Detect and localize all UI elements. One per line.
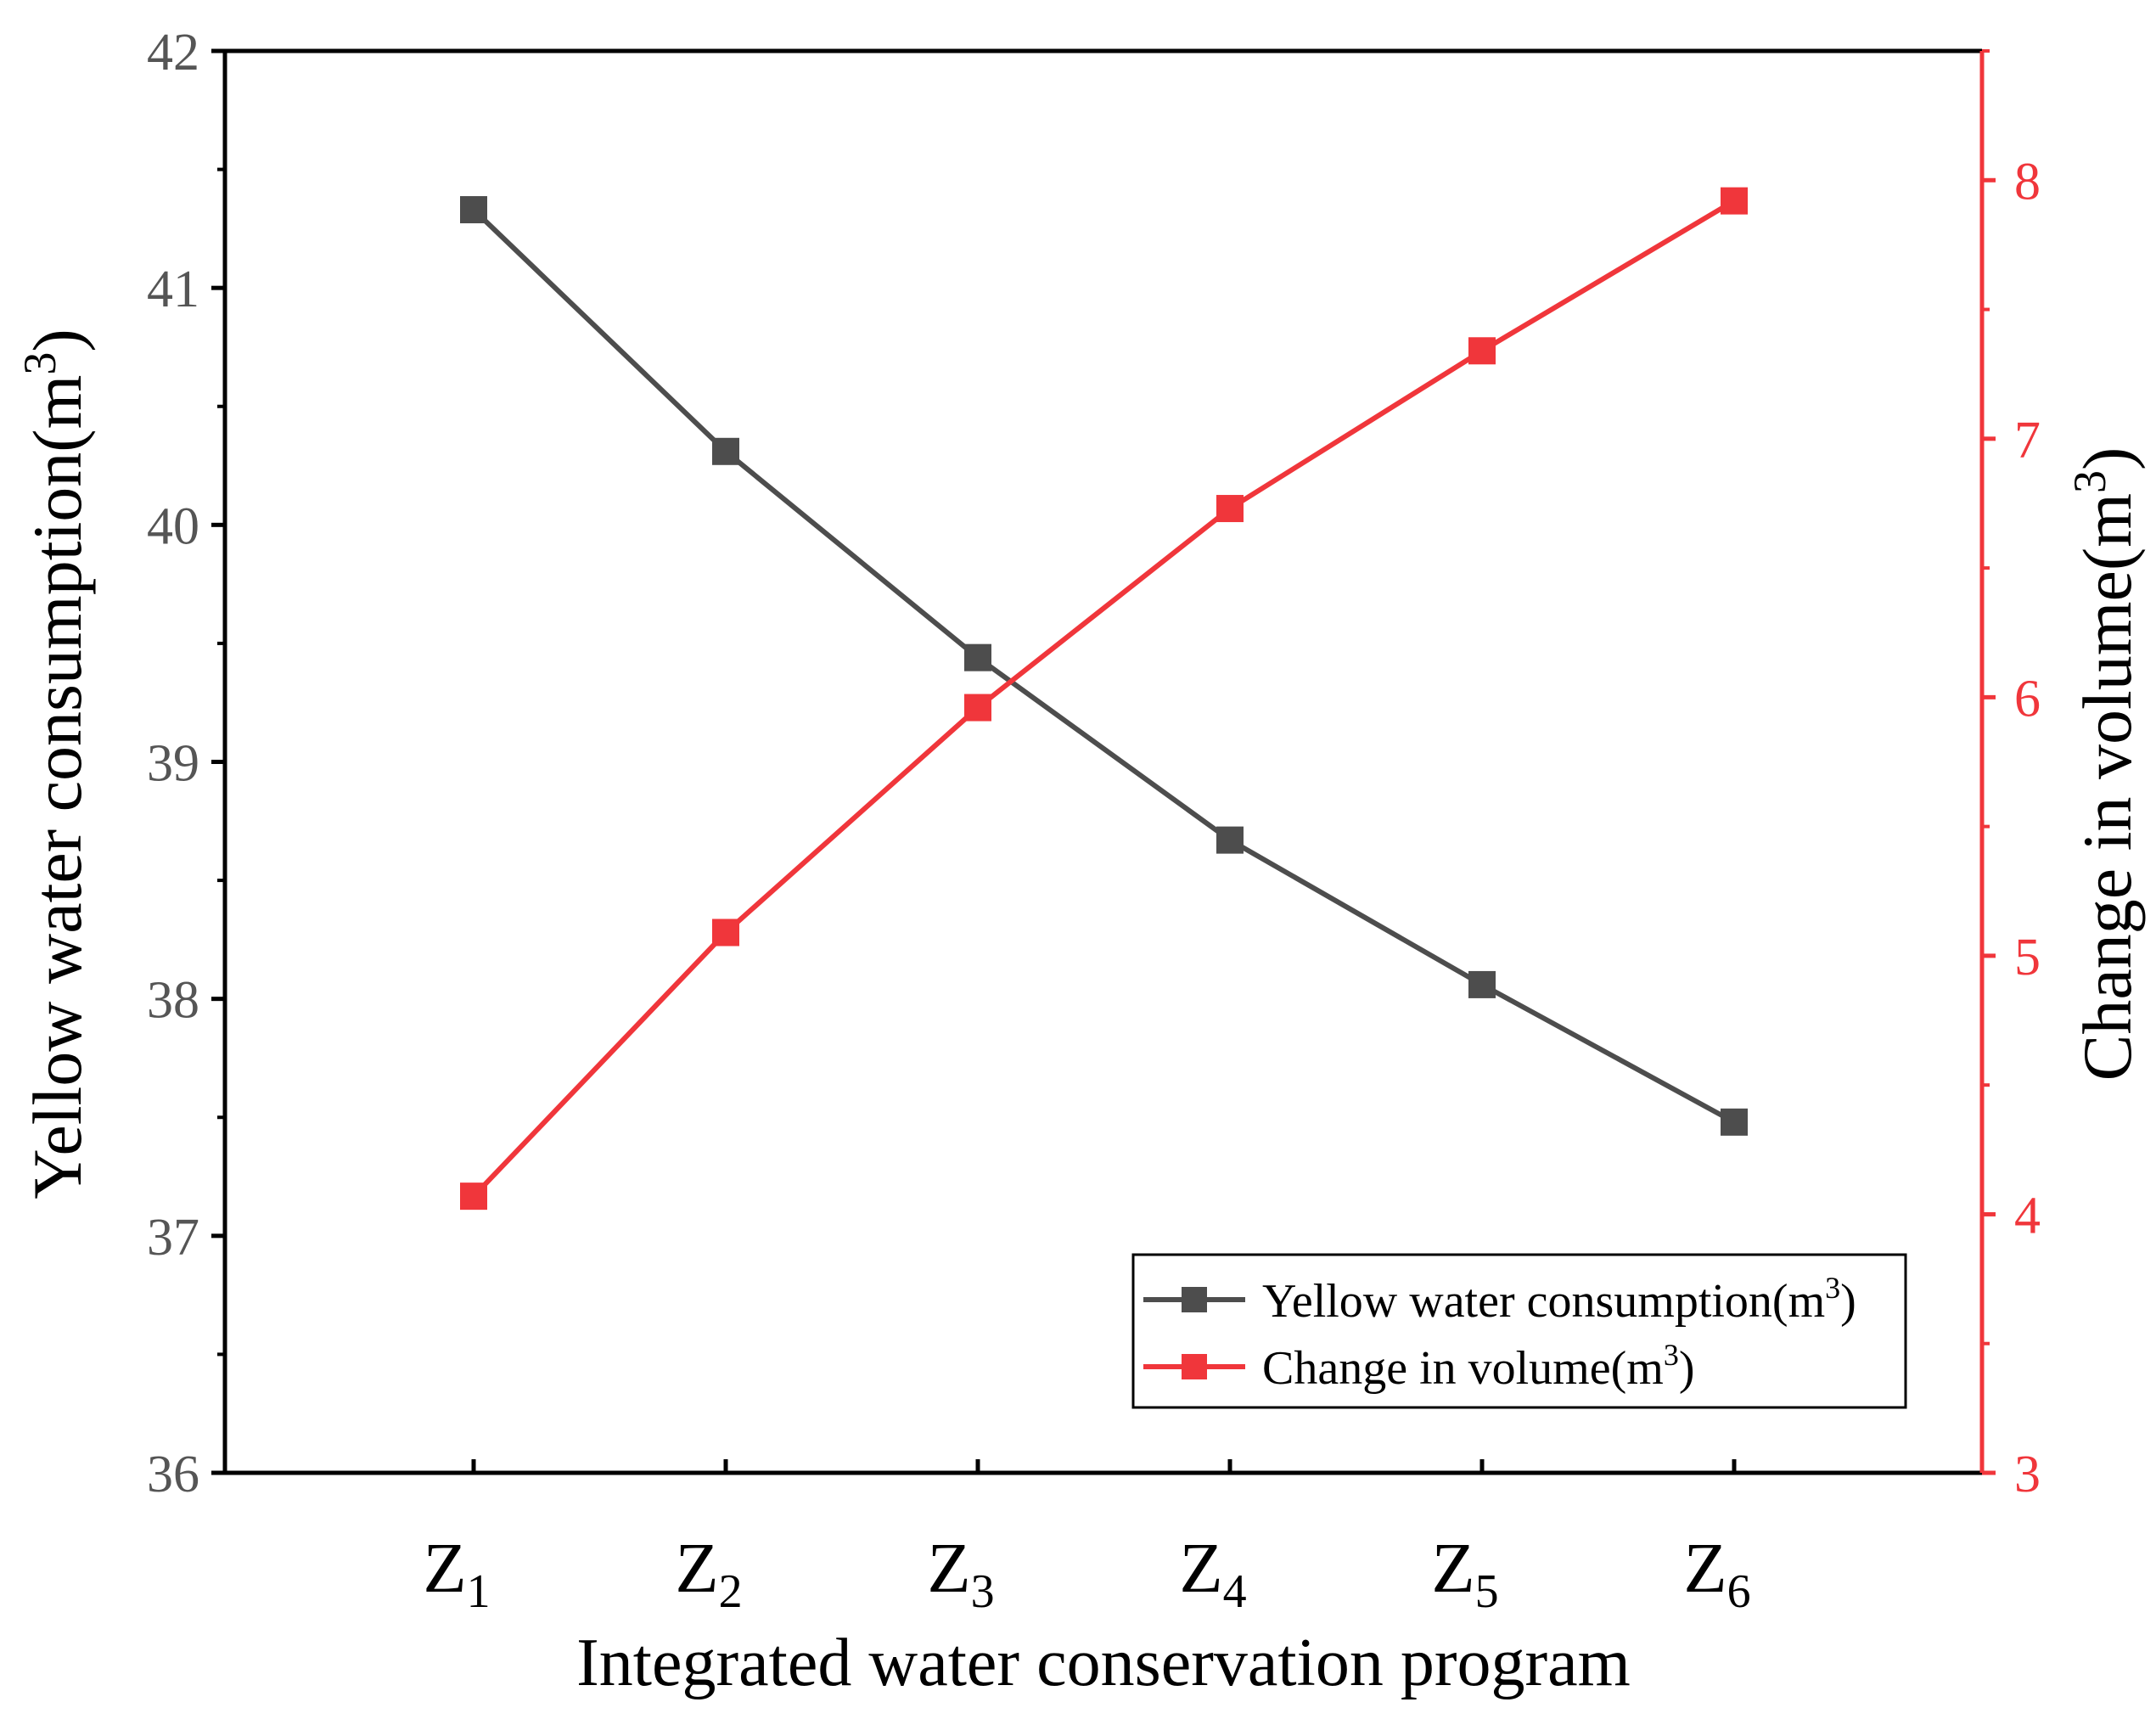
series-1-point xyxy=(964,643,991,671)
y-left-tick-label: 40 xyxy=(147,497,199,555)
y-left-tick-label: 41 xyxy=(147,261,199,318)
y-left-axis-title-text: Yellow water consumption(m xyxy=(19,375,96,1199)
x-tick-label: Z2 xyxy=(675,1529,742,1618)
series-1-point xyxy=(1721,1108,1748,1136)
series-2-point xyxy=(964,694,991,722)
legend-marker-1 xyxy=(1182,1287,1207,1312)
x-tick-label-base: Z xyxy=(1179,1529,1222,1608)
legend-label-2: Change in volume(m3) xyxy=(1262,1338,1694,1395)
series-2-point xyxy=(1468,337,1496,365)
x-tick-label-subscript: 3 xyxy=(971,1565,995,1618)
x-tick-label: Z1 xyxy=(423,1529,490,1618)
y-right-axis-title-sup: 3 xyxy=(2064,470,2115,493)
series-1-point xyxy=(460,196,487,224)
legend-label-text: Change in volume(m xyxy=(1262,1342,1664,1395)
series-2-point xyxy=(1216,495,1244,523)
y-left-axis-title: Yellow water consumption(m3) xyxy=(14,329,96,1199)
series-2-point xyxy=(460,1183,487,1211)
x-tick-label-base: Z xyxy=(675,1529,718,1608)
legend-label-end: ) xyxy=(1679,1342,1695,1395)
x-tick-label-subscript: 5 xyxy=(1475,1565,1499,1618)
legend-label-sup: 3 xyxy=(1825,1271,1840,1305)
series-1-point xyxy=(1468,970,1496,998)
y-left-tick-label: 36 xyxy=(147,1446,199,1503)
legend-label-text: Yellow water consumption(m xyxy=(1262,1275,1825,1328)
y-left-tick-label: 39 xyxy=(147,735,199,793)
y-left-tick-label: 42 xyxy=(147,24,199,81)
x-tick-label-base: Z xyxy=(927,1529,970,1608)
x-tick-label: Z3 xyxy=(927,1529,994,1618)
y-right-axis-title-end: ) xyxy=(2069,447,2146,470)
y-right-axis-title-text: Change in volume(m xyxy=(2069,493,2146,1081)
x-tick-label-subscript: 1 xyxy=(467,1565,491,1618)
legend-label-end: ) xyxy=(1840,1275,1856,1328)
x-tick-label: Z4 xyxy=(1179,1529,1246,1618)
y-left-axis-title-end: ) xyxy=(19,329,96,351)
y-left-axis-title-sup: 3 xyxy=(14,352,65,375)
y-left-tick-label: 38 xyxy=(147,972,199,1030)
series-line-1 xyxy=(471,207,1736,1125)
y-right-axis-title: Change in volume(m3) xyxy=(2064,447,2146,1081)
series-2-point xyxy=(1721,187,1748,215)
x-tick-label: Z5 xyxy=(1431,1529,1498,1618)
series-1-point xyxy=(712,437,739,465)
x-tick-label-subscript: 6 xyxy=(1727,1565,1751,1618)
legend-marker-2 xyxy=(1182,1354,1207,1379)
series-1-point xyxy=(1216,826,1244,854)
y-right-tick-label: 7 xyxy=(2014,412,2041,469)
x-tick-label-base: Z xyxy=(1683,1529,1726,1608)
series-2-point xyxy=(712,918,739,947)
y-right-tick-label: 5 xyxy=(2014,929,2041,986)
x-tick-label: Z6 xyxy=(1683,1529,1750,1618)
legend-label-1: Yellow water consumption(m3) xyxy=(1262,1271,1856,1328)
x-tick-label-subscript: 4 xyxy=(1223,1565,1247,1618)
x-tick-label-base: Z xyxy=(1431,1529,1474,1608)
legend-box xyxy=(1131,1253,1907,1409)
x-tick-label-subscript: 2 xyxy=(719,1565,743,1618)
x-tick-label-base: Z xyxy=(423,1529,466,1608)
y-right-tick-label: 8 xyxy=(2014,153,2041,211)
y-right-tick-label: 3 xyxy=(2014,1446,2041,1503)
x-axis-title: Integrated water conservation program xyxy=(576,1626,1631,1700)
legend-label-sup: 3 xyxy=(1664,1338,1679,1372)
y-right-tick-label: 6 xyxy=(2014,670,2041,727)
y-right-tick-label: 4 xyxy=(2014,1187,2041,1244)
y-left-tick-label: 37 xyxy=(147,1209,199,1267)
series-line-2 xyxy=(471,199,1736,1199)
